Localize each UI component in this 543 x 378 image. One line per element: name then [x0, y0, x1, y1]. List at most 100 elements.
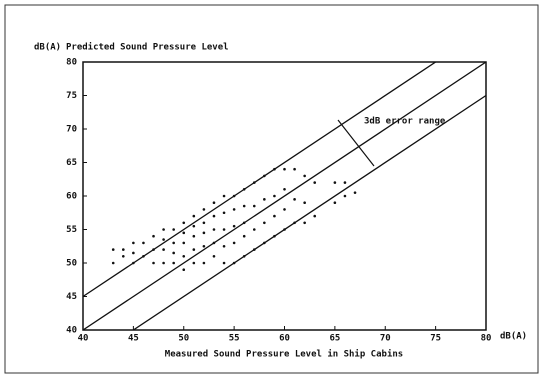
point	[333, 181, 337, 184]
point	[182, 221, 186, 225]
x-tick-label: 75	[430, 334, 441, 344]
point	[132, 241, 135, 245]
point	[212, 201, 216, 204]
point	[222, 211, 226, 215]
point	[172, 228, 175, 231]
point	[263, 241, 266, 245]
point	[202, 208, 206, 211]
point	[273, 234, 276, 238]
point	[283, 167, 286, 171]
x-tick-label: 60	[279, 334, 290, 344]
point	[162, 261, 165, 265]
point	[273, 194, 276, 198]
point	[273, 167, 276, 171]
point	[293, 167, 296, 171]
x-tick-label: 45	[128, 334, 139, 344]
point	[263, 198, 266, 201]
point	[182, 241, 186, 245]
point	[212, 241, 216, 245]
reference-line	[83, 62, 437, 298]
point	[283, 208, 286, 211]
point	[202, 261, 206, 265]
point	[202, 221, 206, 225]
point	[252, 181, 256, 184]
annotation-bracket	[337, 119, 375, 167]
y-tick-label: 50	[66, 259, 77, 269]
y-tick-label: 55	[66, 225, 77, 235]
point	[263, 174, 266, 178]
point	[172, 241, 175, 245]
point	[182, 254, 186, 258]
point	[303, 174, 306, 178]
point	[222, 244, 226, 248]
point	[252, 228, 256, 231]
point	[122, 254, 125, 258]
point	[152, 261, 155, 265]
y-tick-label: 80	[66, 58, 77, 68]
y-tick-label: 70	[66, 125, 77, 135]
x-tick-label: 80	[481, 334, 492, 344]
point	[142, 241, 145, 245]
y-tick-label: 65	[66, 158, 77, 168]
point	[263, 221, 266, 225]
point	[353, 191, 357, 194]
point	[242, 188, 246, 191]
point	[222, 261, 226, 265]
point	[232, 224, 236, 228]
point	[192, 234, 196, 238]
x-tick-label: 40	[78, 334, 89, 344]
point	[293, 221, 296, 225]
point	[333, 201, 337, 204]
point	[212, 228, 216, 231]
point	[232, 241, 236, 245]
point	[142, 254, 145, 258]
point	[172, 251, 175, 255]
x-tick-label: 55	[229, 334, 240, 344]
point	[222, 228, 226, 231]
y-tick-label: 45	[66, 292, 77, 302]
point	[212, 214, 216, 218]
point	[343, 194, 347, 198]
point	[303, 221, 306, 225]
point	[182, 231, 186, 235]
point	[132, 251, 135, 255]
point	[202, 244, 206, 248]
point	[162, 238, 165, 241]
y-tick-label: 60	[66, 192, 77, 202]
point	[232, 208, 236, 211]
point	[192, 248, 196, 251]
x-tick-label: 50	[178, 334, 189, 344]
point	[283, 228, 286, 231]
x-axis-label: Measured Sound Pressure Level in Ship Ca…	[165, 349, 403, 360]
point	[182, 268, 186, 272]
x-tick-label: 70	[380, 334, 391, 344]
point	[152, 234, 155, 238]
point	[192, 261, 196, 265]
frame	[4, 4, 539, 374]
chart-title: Predicted Sound Pressure Level	[66, 42, 229, 53]
point	[242, 234, 246, 238]
point	[212, 254, 216, 258]
y-unit: dB(A)	[34, 43, 61, 53]
point	[192, 214, 196, 218]
point	[132, 261, 135, 265]
annotation: 3dB error range	[364, 117, 446, 127]
point	[252, 248, 256, 251]
x-tick-label: 65	[329, 334, 340, 344]
point	[283, 188, 286, 191]
point	[162, 248, 165, 251]
point	[313, 214, 317, 218]
point	[303, 201, 306, 204]
point	[232, 261, 236, 265]
point	[111, 248, 115, 251]
point	[222, 194, 226, 198]
point	[273, 214, 276, 218]
reference-line	[83, 62, 486, 330]
point	[313, 181, 317, 184]
point	[111, 261, 115, 265]
point	[293, 198, 296, 201]
y-tick-label: 75	[66, 91, 77, 101]
point	[232, 194, 236, 198]
